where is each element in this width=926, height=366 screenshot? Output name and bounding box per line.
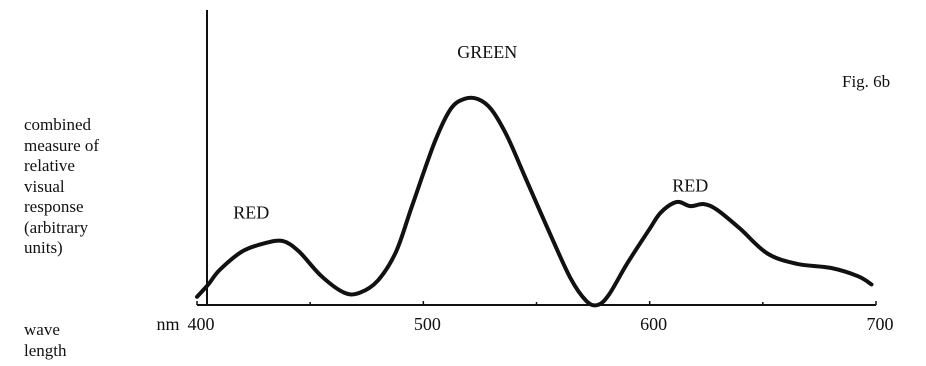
annotation-label: RED [233,202,269,222]
figure-label: Fig. 6b [842,72,891,91]
annotations: RED GREEN RED [233,42,708,223]
y-axis-label: combined measure of relative visual response… [24,115,99,259]
annotation-label: GREEN [457,42,517,62]
y-label-line: combined [24,115,92,134]
y-label-line: measure of [24,135,100,155]
x-tick-label: 500 [414,314,441,334]
response-curve [195,95,874,308]
x-axis-label: wave length [24,319,67,361]
x-tick-label: 400 [188,314,215,334]
y-label-line: relative [24,156,75,175]
y-label-line: visual [24,176,65,196]
axes [197,10,876,306]
y-label-line: response [24,197,84,216]
x-tick-label: 600 [640,314,667,334]
x-label-line: length [24,341,67,360]
x-tick-label: 700 [867,314,894,334]
x-label-line: wave [24,320,60,339]
y-label-line: units) [24,238,63,257]
y-label-line: (arbitrary [24,217,89,237]
annotation-label: RED [672,176,708,196]
x-ticks: 400 500 600 700 nm [156,301,894,334]
x-unit-label: nm [156,314,179,334]
series-group [195,95,874,308]
